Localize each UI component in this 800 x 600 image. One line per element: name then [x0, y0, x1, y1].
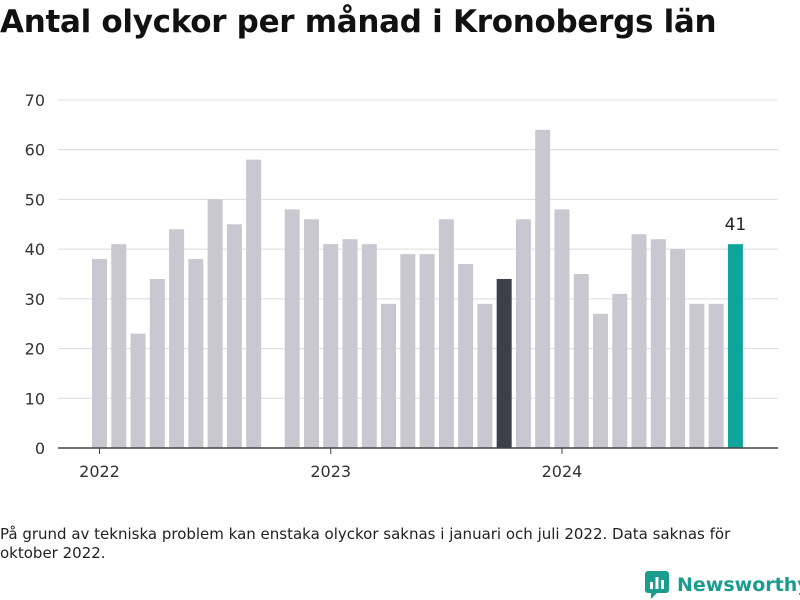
bar — [496, 278, 512, 448]
x-tick-label: 2024 — [542, 462, 583, 481]
bar — [593, 313, 609, 448]
bar — [207, 199, 223, 448]
x-axis-ticks: 2022 2023 2024 — [58, 447, 778, 481]
x-tick-label: 2022 — [79, 462, 120, 481]
bar — [515, 219, 531, 448]
y-tick-label: 0 — [35, 439, 45, 458]
y-tick-label: 60 — [25, 141, 45, 160]
y-tick-label: 70 — [25, 91, 45, 110]
bar — [226, 224, 242, 448]
x-tick-label: 2023 — [310, 462, 351, 481]
bar — [689, 303, 705, 448]
footnote: På grund av tekniska problem kan enstaka… — [0, 525, 731, 562]
bar — [361, 244, 377, 448]
bars — [92, 129, 743, 449]
chart-title: Antal olyckor per månad i Kronobergs län — [0, 4, 717, 40]
bar — [149, 278, 165, 448]
y-axis-ticks: 0 10 20 30 40 50 60 70 — [25, 91, 45, 458]
bar — [631, 234, 647, 448]
y-tick-label: 10 — [25, 389, 45, 408]
bar — [477, 303, 493, 448]
bar — [535, 129, 551, 449]
brand-name: Newsworthy — [677, 574, 800, 596]
bar — [670, 249, 686, 448]
bar — [419, 254, 435, 448]
bar — [169, 229, 185, 448]
bar — [130, 333, 146, 448]
bar — [92, 259, 107, 448]
bar — [438, 219, 454, 448]
bar — [612, 293, 628, 448]
bar — [458, 264, 474, 448]
bar — [342, 239, 358, 448]
bar — [246, 159, 262, 448]
bar — [284, 209, 300, 448]
brand-logo[interactable]: Newsworthy — [645, 570, 800, 600]
bar — [650, 239, 666, 448]
grid-lines — [58, 99, 778, 399]
newsworthy-logo-icon — [645, 571, 669, 599]
bar — [381, 303, 397, 448]
y-tick-label: 50 — [25, 190, 45, 209]
bar — [188, 259, 204, 448]
y-tick-label: 20 — [25, 340, 45, 359]
data-label: 41 — [725, 215, 747, 235]
bar — [708, 303, 724, 448]
bar — [554, 209, 570, 448]
bar — [323, 244, 339, 448]
data-labels: 41 — [725, 215, 747, 235]
bar — [727, 244, 743, 448]
y-tick-label: 40 — [25, 240, 45, 259]
bar — [573, 274, 589, 448]
y-tick-label: 30 — [25, 290, 45, 309]
bar — [400, 254, 416, 448]
bar — [111, 244, 127, 448]
bar-chart: 0 10 20 30 40 50 60 70 41 2022 2023 2024 — [25, 91, 778, 481]
bar — [303, 219, 319, 448]
